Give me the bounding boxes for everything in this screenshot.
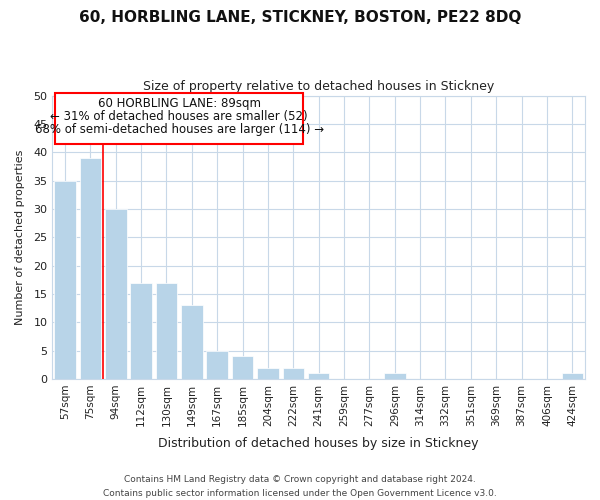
Bar bbox=[181, 305, 203, 379]
Bar bbox=[54, 180, 76, 379]
Bar bbox=[130, 282, 152, 379]
Text: 60 HORBLING LANE: 89sqm: 60 HORBLING LANE: 89sqm bbox=[98, 96, 260, 110]
X-axis label: Distribution of detached houses by size in Stickney: Distribution of detached houses by size … bbox=[158, 437, 479, 450]
FancyBboxPatch shape bbox=[55, 92, 304, 144]
Bar bbox=[562, 373, 583, 379]
Text: 60, HORBLING LANE, STICKNEY, BOSTON, PE22 8DQ: 60, HORBLING LANE, STICKNEY, BOSTON, PE2… bbox=[79, 10, 521, 25]
Bar bbox=[308, 373, 329, 379]
Bar bbox=[384, 373, 406, 379]
Text: 68% of semi-detached houses are larger (114) →: 68% of semi-detached houses are larger (… bbox=[35, 123, 324, 136]
Title: Size of property relative to detached houses in Stickney: Size of property relative to detached ho… bbox=[143, 80, 494, 93]
Bar bbox=[283, 368, 304, 379]
Text: Contains HM Land Registry data © Crown copyright and database right 2024.
Contai: Contains HM Land Registry data © Crown c… bbox=[103, 476, 497, 498]
Bar bbox=[206, 350, 228, 379]
Bar bbox=[105, 209, 127, 379]
Bar bbox=[155, 282, 177, 379]
Text: ← 31% of detached houses are smaller (52): ← 31% of detached houses are smaller (52… bbox=[50, 110, 308, 122]
Bar bbox=[232, 356, 253, 379]
Bar bbox=[80, 158, 101, 379]
Bar bbox=[257, 368, 279, 379]
Y-axis label: Number of detached properties: Number of detached properties bbox=[15, 150, 25, 325]
